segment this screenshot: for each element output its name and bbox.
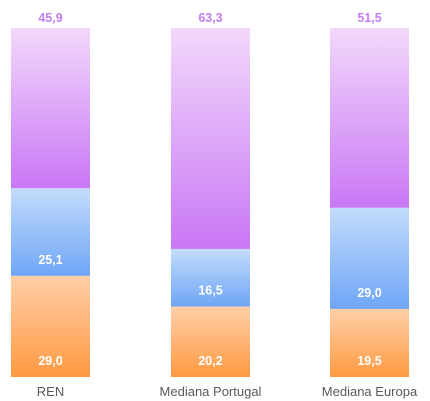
bar-segment-bottom-3 — [330, 308, 409, 377]
data-label-segment-bottom-2: 20,2 — [198, 354, 222, 368]
bar-segment-top-3 — [330, 28, 409, 208]
data-label-segment-middle-3: 29,0 — [357, 286, 381, 300]
bar-segment-middle-3 — [330, 207, 409, 309]
data-label-top-3: 51,5 — [357, 11, 381, 25]
data-label-segment-bottom-3: 19,5 — [357, 354, 381, 368]
category-label-3: Mediana Europa — [322, 384, 418, 399]
bar-segment-middle-1 — [11, 188, 90, 276]
category-label-1: REN — [37, 384, 64, 399]
category-label-2: Mediana Portugal — [160, 384, 262, 399]
bars-group — [11, 28, 409, 377]
data-label-segment-middle-2: 16,5 — [198, 284, 222, 298]
bar-segment-top-1 — [11, 28, 90, 189]
data-label-segment-middle-1: 25,1 — [38, 253, 62, 267]
labels-group: 29,0 25,1 45,9 REN 20,2 16,5 63,3 Mediana Portu… — [37, 11, 418, 399]
bar-segment-middle-2 — [171, 248, 250, 307]
data-label-segment-bottom-1: 29,0 — [38, 354, 62, 368]
bar-segment-bottom-2 — [171, 306, 250, 377]
bar-segment-top-2 — [171, 28, 250, 249]
bar-segment-bottom-1 — [11, 275, 90, 377]
data-label-top-2: 63,3 — [198, 11, 222, 25]
data-label-top-1: 45,9 — [38, 11, 62, 25]
